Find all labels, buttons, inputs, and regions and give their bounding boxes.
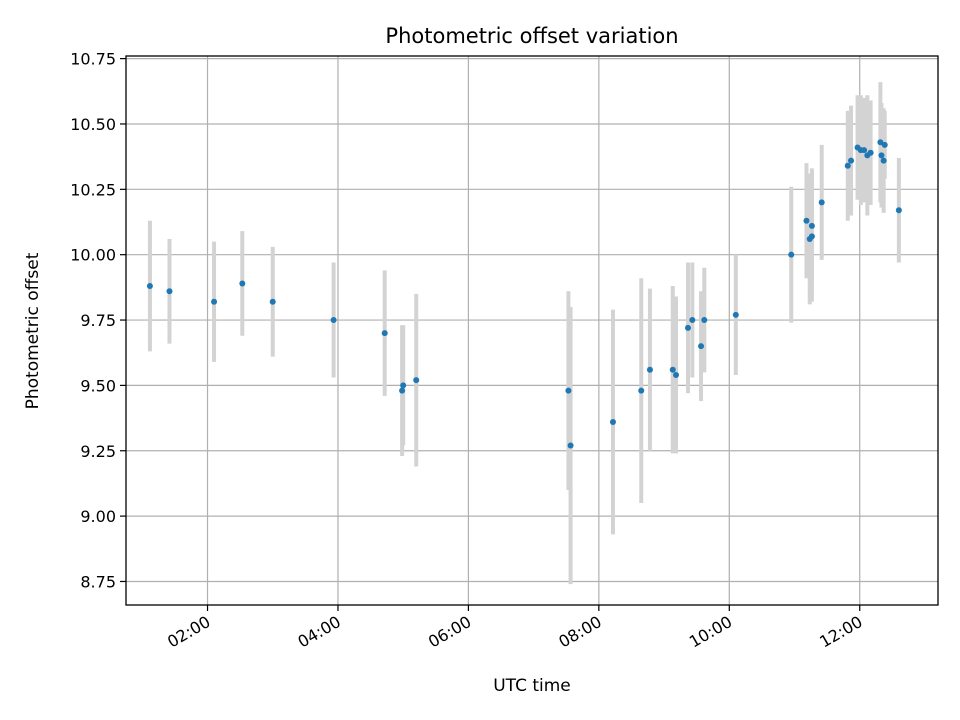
- data-point: [808, 233, 815, 240]
- data-point: [638, 387, 645, 394]
- data-point: [146, 283, 153, 290]
- y-tick-label: 9.25: [80, 442, 116, 461]
- data-point: [788, 251, 795, 258]
- data-point: [867, 149, 874, 156]
- data-point: [818, 199, 825, 206]
- y-tick-label: 9.00: [80, 507, 116, 526]
- data-point: [669, 366, 676, 373]
- x-tick-label: 06:00: [425, 612, 474, 652]
- x-tick-label: 02:00: [164, 612, 213, 652]
- data-point: [399, 387, 406, 394]
- data-point: [413, 377, 420, 384]
- y-axis-label: Photometric offset: [23, 252, 43, 409]
- data-point: [166, 288, 173, 295]
- data-point: [701, 317, 708, 324]
- data-point: [878, 152, 885, 159]
- data-point: [609, 419, 616, 425]
- x-tick-label: 12:00: [816, 612, 865, 652]
- data-point: [689, 317, 696, 324]
- data-point: [861, 147, 868, 154]
- y-tick-label: 10.50: [70, 115, 116, 134]
- data-point: [211, 298, 218, 305]
- y-tick-label: 10.75: [70, 50, 116, 69]
- x-axis-label: UTC time: [493, 676, 571, 696]
- data-point: [848, 157, 855, 164]
- error-bars: [147, 82, 901, 585]
- data-points: [146, 139, 902, 449]
- data-point: [808, 222, 815, 229]
- data-point: [400, 382, 407, 389]
- chart-title: Photometric offset variation: [385, 24, 678, 48]
- x-tick-label: 08:00: [555, 612, 604, 652]
- data-point: [844, 162, 851, 169]
- y-tick-label: 10.00: [70, 246, 116, 265]
- plot-frame: [125, 55, 939, 606]
- data-point: [567, 442, 574, 449]
- data-point: [877, 139, 884, 146]
- data-point: [269, 298, 276, 305]
- y-tick-label: 9.50: [80, 376, 116, 395]
- data-point: [330, 317, 337, 324]
- x-tick-label: 10:00: [686, 612, 735, 652]
- data-point: [239, 280, 246, 287]
- grid-lines: [126, 56, 938, 605]
- data-point: [381, 330, 388, 337]
- data-point: [732, 311, 739, 318]
- x-tick-label: 04:00: [295, 612, 344, 652]
- data-point: [895, 207, 902, 214]
- data-point: [673, 371, 680, 378]
- data-point: [646, 366, 653, 373]
- data-point: [803, 217, 810, 224]
- data-point: [684, 324, 691, 331]
- y-tick-label: 9.75: [80, 311, 116, 330]
- y-tick-label: 10.25: [70, 180, 116, 199]
- data-point: [565, 387, 572, 394]
- data-point: [881, 141, 888, 148]
- data-point: [698, 343, 705, 350]
- y-tick-label: 8.75: [80, 572, 116, 591]
- data-point: [880, 157, 887, 164]
